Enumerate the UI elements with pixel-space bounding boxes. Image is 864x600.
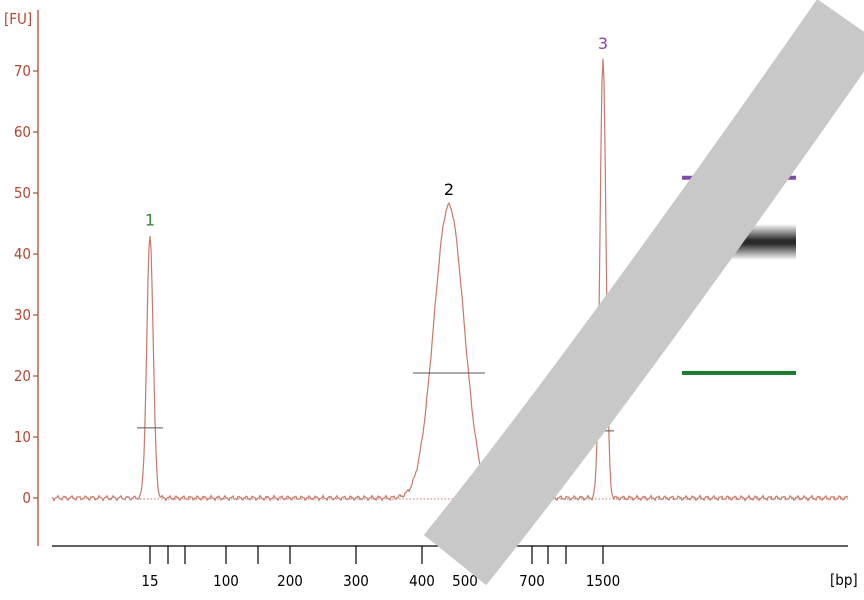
peak-annotations: 1 2 3: [137, 34, 614, 432]
x-tick-label: 400: [409, 572, 435, 590]
peak-label: 2: [444, 180, 454, 199]
y-tick-label: 50: [14, 184, 31, 202]
gel-marker-band: [682, 370, 796, 375]
y-tick-label: 60: [14, 123, 31, 141]
peak-label: 3: [598, 34, 608, 53]
y-tick-label: 70: [14, 62, 31, 80]
watermark: [423, 0, 864, 586]
watermark-arc: [423, 0, 864, 586]
x-tick-label: 200: [277, 572, 303, 590]
y-tick-label: 0: [22, 489, 31, 507]
y-tick-label: 40: [14, 245, 31, 263]
y-axis: 0 10 20 30 40 50 60 70: [14, 10, 39, 546]
x-tick-label: 300: [343, 572, 369, 590]
sample-trace-line: [51, 58, 849, 502]
y-tick-label: 10: [14, 428, 31, 446]
y-axis-unit: [FU]: [4, 10, 32, 28]
x-tick-label: 1500: [586, 572, 620, 590]
y-tick-label: 20: [14, 367, 31, 385]
x-tick-label: 100: [213, 572, 239, 590]
peak-label: 1: [145, 211, 155, 230]
trace-layer: [51, 58, 849, 502]
y-tick-label: 30: [14, 306, 31, 324]
x-tick-label: 500: [452, 572, 478, 590]
x-tick-label: 15: [141, 572, 158, 590]
x-axis: 15 100 200 300 400 500 700 1500: [52, 545, 848, 590]
x-axis-unit: [bp]: [830, 571, 858, 589]
x-tick-label: 700: [519, 572, 545, 590]
